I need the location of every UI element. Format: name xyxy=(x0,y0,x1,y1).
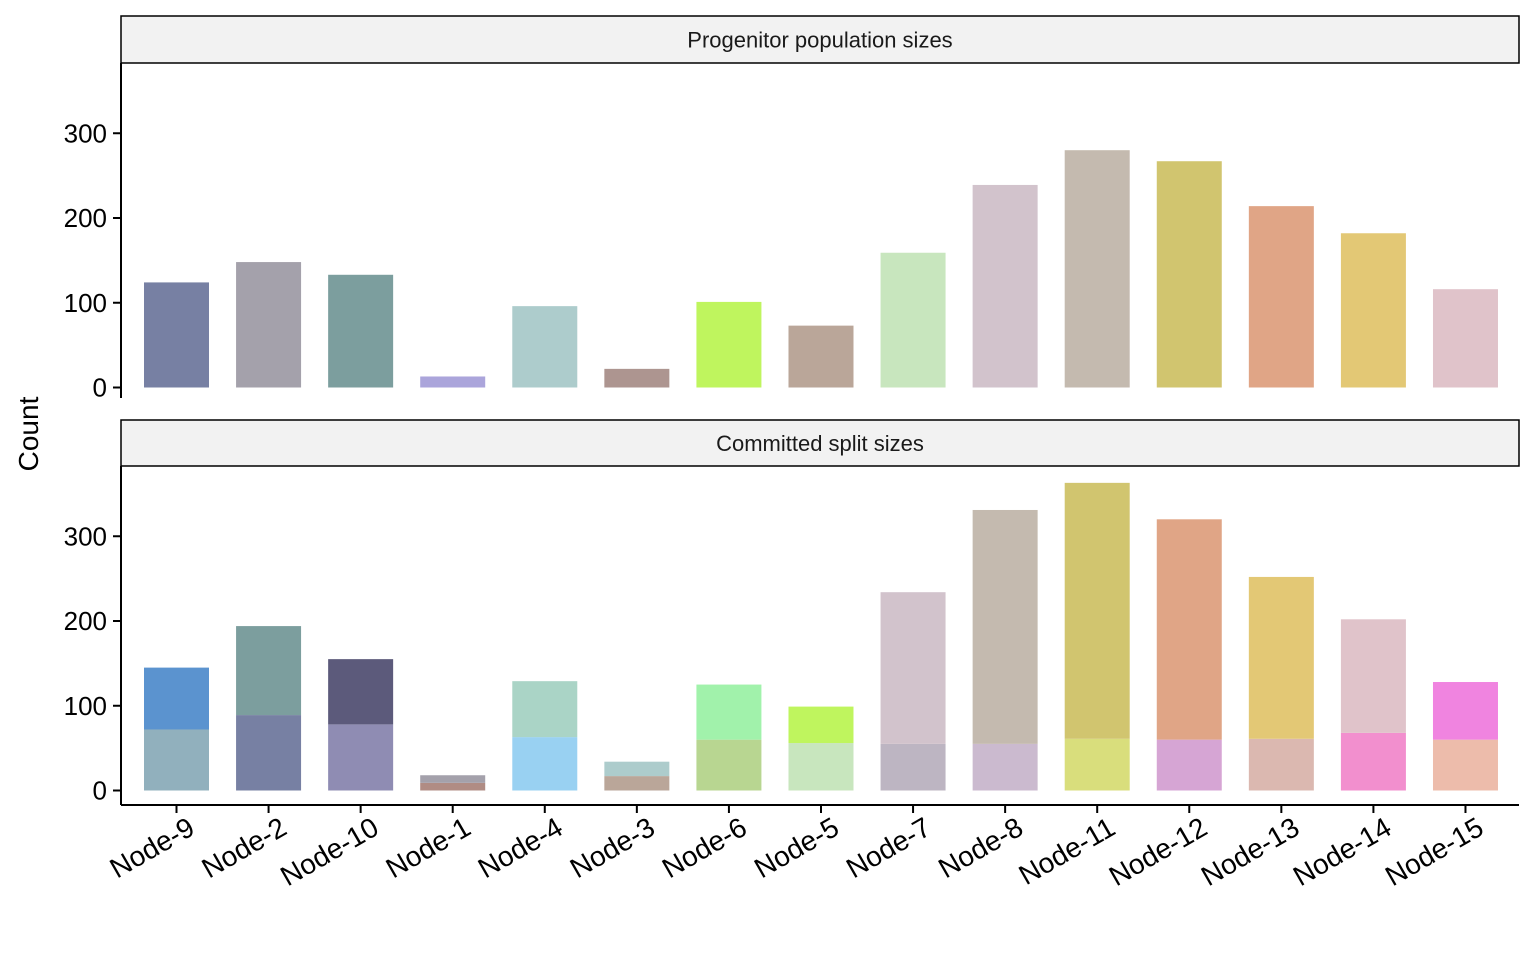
bar-node-12-p1-s1 xyxy=(1156,161,1222,388)
bar-node-3-p2-s2 xyxy=(604,761,670,777)
bar-node-14-p2-s1 xyxy=(1340,732,1406,791)
bar-node-8-p1-s1 xyxy=(972,184,1038,388)
bar-node-5-p1-s1 xyxy=(788,325,854,388)
facet-title-2: Committed split sizes xyxy=(716,431,924,456)
y-tick-label-2-0: 0 xyxy=(93,776,107,806)
bar-node-15-p2-s1 xyxy=(1432,739,1498,791)
bar-node-7-p1-s1 xyxy=(880,252,946,388)
bar-node-8-p2-s2 xyxy=(972,509,1038,744)
bar-node-11-p2-s1 xyxy=(1064,738,1130,791)
x-tick-label-node-12: Node-12 xyxy=(1104,811,1213,892)
x-tick-label-node-4: Node-4 xyxy=(473,811,568,884)
bar-node-1-p1-s1 xyxy=(420,376,486,388)
y-tick-label-1-300: 300 xyxy=(64,118,107,148)
bar-node-6-p2-s2 xyxy=(696,684,762,740)
y-axis-title: Count xyxy=(13,396,44,471)
bar-node-10-p1-s1 xyxy=(328,274,394,388)
bar-node-8-p2-s1 xyxy=(972,743,1038,791)
bar-node-5-p2-s2 xyxy=(788,706,854,744)
y-tick-label-2-100: 100 xyxy=(64,691,107,721)
y-tick-label-2-200: 200 xyxy=(64,606,107,636)
y-tick-label-1-100: 100 xyxy=(64,288,107,318)
bar-node-7-p2-s2 xyxy=(880,592,946,744)
x-tick-label-node-1: Node-1 xyxy=(381,811,476,884)
x-tick-label-node-8: Node-8 xyxy=(933,811,1028,884)
bar-node-2-p2-s2 xyxy=(236,626,302,716)
facet-strip-1 xyxy=(120,15,1520,64)
bar-node-10-p2-s1 xyxy=(328,724,394,791)
y-tick-label-1-0: 0 xyxy=(93,373,107,403)
bar-node-12-p2-s2 xyxy=(1156,519,1222,740)
bar-node-9-p2-s2 xyxy=(144,667,209,730)
x-tick-label-node-9: Node-9 xyxy=(104,811,199,884)
bar-node-3-p2-s1 xyxy=(604,776,670,791)
bar-node-13-p2-s2 xyxy=(1248,576,1314,739)
x-tick-label-node-5: Node-5 xyxy=(749,811,844,884)
facet-strip-2 xyxy=(120,419,1520,467)
bar-node-9-p2-s1 xyxy=(144,729,209,791)
bar-node-2-p1-s1 xyxy=(236,262,302,388)
bar-node-4-p2-s2 xyxy=(512,681,578,738)
x-tick-label-node-2: Node-2 xyxy=(197,811,292,884)
bar-node-14-p2-s2 xyxy=(1340,619,1406,733)
x-tick-label-node-6: Node-6 xyxy=(657,811,752,884)
bar-node-13-p1-s1 xyxy=(1248,206,1314,388)
bar-node-13-p2-s1 xyxy=(1248,738,1314,791)
x-tick-label-node-13: Node-13 xyxy=(1196,811,1305,892)
bar-node-3-p1-s1 xyxy=(604,368,670,388)
bar-node-4-p1-s1 xyxy=(512,306,578,388)
x-tick-label-node-15: Node-15 xyxy=(1380,811,1489,892)
bar-node-6-p2-s1 xyxy=(696,739,762,791)
bar-node-12-p2-s1 xyxy=(1156,739,1222,791)
bar-node-10-p2-s2 xyxy=(328,659,394,725)
bar-node-1-p2-s1 xyxy=(420,782,486,791)
x-tick-label-node-10: Node-10 xyxy=(275,811,384,892)
bar-node-1-p2-s2 xyxy=(420,775,486,783)
bar-node-9-p1-s1 xyxy=(144,282,209,388)
x-tick-label-node-14: Node-14 xyxy=(1288,811,1397,892)
bar-node-14-p1-s1 xyxy=(1340,233,1406,388)
bar-node-15-p1-s1 xyxy=(1432,289,1498,388)
bar-node-11-p2-s2 xyxy=(1064,482,1130,739)
bar-node-7-p2-s1 xyxy=(880,743,946,791)
x-tick-label-node-3: Node-3 xyxy=(565,811,660,884)
bar-node-4-p2-s1 xyxy=(512,737,578,791)
x-tick-label-node-7: Node-7 xyxy=(841,811,936,884)
y-tick-label-2-300: 300 xyxy=(64,521,107,551)
bar-node-11-p1-s1 xyxy=(1064,150,1130,388)
y-tick-label-1-200: 200 xyxy=(64,203,107,233)
facet-title-1: Progenitor population sizes xyxy=(687,28,952,53)
bar-node-6-p1-s1 xyxy=(696,301,762,388)
bar-node-2-p2-s1 xyxy=(236,715,302,791)
x-tick-label-node-11: Node-11 xyxy=(1013,811,1120,891)
bar-node-5-p2-s1 xyxy=(788,743,854,791)
bar-node-15-p2-s2 xyxy=(1432,682,1498,740)
